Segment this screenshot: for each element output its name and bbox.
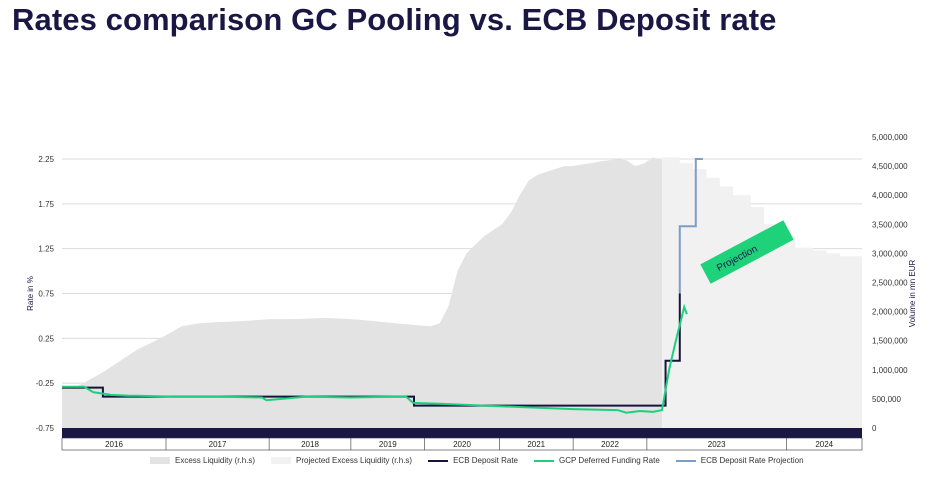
y-tick-label: -0.75	[36, 424, 55, 433]
page-title: Rates comparison GC Pooling vs. ECB Depo…	[12, 2, 777, 37]
legend-label-projection: ECB Deposit Rate Projection	[700, 456, 804, 465]
year-label: 2021	[527, 440, 545, 449]
legend-item-ecb: ECB Deposit Rate	[428, 456, 518, 465]
y-tick-label: 0.75	[38, 290, 54, 299]
year-label: 2018	[301, 440, 319, 449]
legend-item-projected-excess: Projected Excess Liquidity (r.h.s)	[271, 456, 412, 465]
legend: Excess Liquidity (r.h.s) Projected Exces…	[150, 456, 820, 465]
y2-axis-title: Volume in mn EUR	[908, 259, 917, 327]
year-label: 2017	[209, 440, 227, 449]
y-tick-label: 1.75	[38, 200, 54, 209]
y2-tick-label: 1,500,000	[872, 337, 908, 346]
y-axis-title: Rate in %	[26, 276, 35, 311]
ecb-deposit-rate-line	[62, 293, 681, 407]
year-label: 2016	[105, 440, 123, 449]
legend-swatch-ecb	[428, 459, 449, 462]
year-label: 2019	[379, 440, 397, 449]
legend-item-projection: ECB Deposit Rate Projection	[675, 456, 804, 465]
area-layer	[62, 157, 862, 428]
year-label: 2023	[708, 440, 726, 449]
axis-layer: 2.25 1.75 1.25 0.75 0.25 -0.25 -0.75 5,000,000 4…	[26, 133, 917, 433]
y2-tick-label: 4,000,000	[872, 191, 908, 200]
year-band-bar	[62, 428, 862, 438]
legend-item-excess: Excess Liquidity (r.h.s)	[150, 456, 255, 465]
projected-excess-liquidity-area	[662, 157, 862, 428]
y2-tick-label: 1,000,000	[872, 366, 908, 375]
y2-tick-label: 3,000,000	[872, 249, 908, 258]
legend-swatch-excess	[150, 457, 170, 464]
year-label: 2020	[453, 440, 471, 449]
y-tick-label: 0.25	[38, 334, 54, 343]
year-label: 2022	[601, 440, 619, 449]
legend-swatch-gcp	[534, 459, 554, 462]
year-band-labels-box	[61, 437, 863, 451]
y2-tick-label: 500,000	[872, 395, 901, 404]
legend-label-projected-excess: Projected Excess Liquidity (r.h.s)	[296, 456, 413, 465]
y2-tick-label: 4,500,000	[872, 162, 908, 171]
y2-tick-label: 5,000,000	[872, 133, 908, 142]
projection-label-bg	[700, 220, 794, 284]
year-band: 2016 2017 2018 2019 2020 2021 2022 2023 2024	[61, 428, 863, 451]
legend-label-excess: Excess Liquidity (r.h.s)	[175, 456, 256, 465]
legend-item-gcp: GCP Deferred Funding Rate	[534, 456, 660, 465]
year-label: 2024	[815, 440, 833, 449]
legend-swatch-projected-excess	[271, 457, 292, 464]
y2-tick-label: 0	[872, 424, 877, 433]
y2-tick-label: 2,500,000	[872, 279, 908, 288]
legend-label-gcp: GCP Deferred Funding Rate	[559, 456, 660, 465]
y-tick-label: -0.25	[36, 379, 55, 388]
ecb-deposit-rate-projection-line	[678, 158, 703, 294]
excess-liquidity-area	[62, 157, 662, 428]
y2-tick-label: 2,000,000	[872, 308, 908, 317]
y-tick-label: 1.25	[38, 245, 54, 254]
legend-label-ecb: ECB Deposit Rate	[453, 456, 518, 465]
legend-swatch-projection	[675, 459, 696, 462]
line-layer	[62, 158, 703, 414]
gcp-deferred-funding-rate-line	[62, 303, 688, 414]
y2-tick-label: 3,500,000	[872, 220, 908, 229]
y-tick-label: 2.25	[38, 155, 54, 164]
